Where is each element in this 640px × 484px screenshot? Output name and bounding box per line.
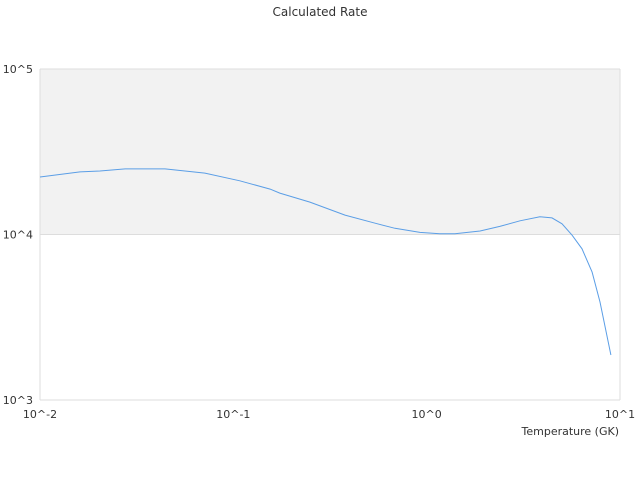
x-axis-label: Temperature (GK) (521, 425, 620, 438)
chart-title: Calculated Rate (273, 5, 368, 19)
y-tick-label: 10^3 (3, 394, 33, 407)
x-tick-label: 10^-2 (23, 408, 57, 421)
grid-band (40, 69, 620, 235)
x-tick-label: 10^0 (412, 408, 442, 421)
x-tick-label: 10^1 (605, 408, 635, 421)
plot-area: 10^3 10^4 10^5 10^-2 10^-1 10^0 10^1 (3, 63, 635, 421)
y-tick-label: 10^4 (3, 229, 33, 242)
y-tick-label: 10^5 (3, 63, 33, 76)
series-line (39, 168, 612, 356)
x-tick-label: 10^-1 (216, 408, 250, 421)
